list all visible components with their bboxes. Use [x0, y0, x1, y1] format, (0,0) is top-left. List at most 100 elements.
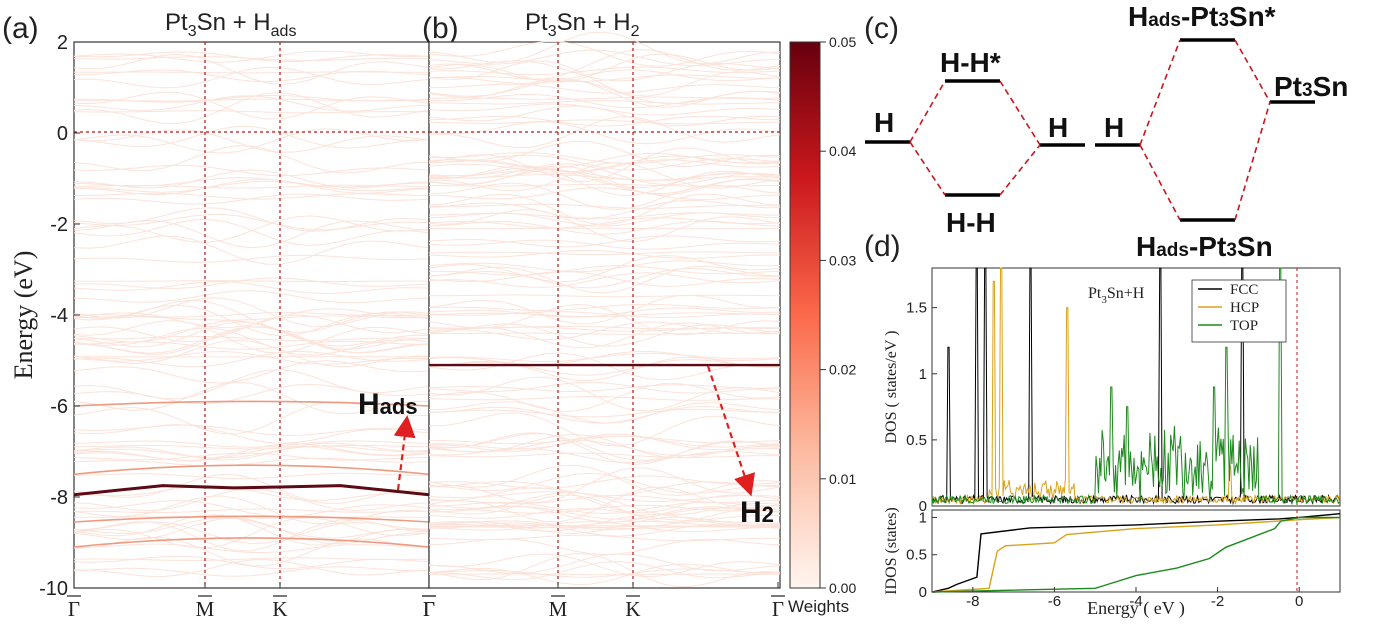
panel-a-band-line	[73, 488, 430, 512]
idos-ylabel: IDOS (states)	[883, 507, 900, 595]
panel-b-band-line	[428, 504, 781, 514]
dos-legend	[1191, 279, 1287, 343]
dos-series	[931, 267, 1341, 506]
panel-a-band-line	[73, 218, 430, 247]
panel-a-band-line	[73, 299, 430, 333]
panel-a-band-line	[73, 401, 430, 435]
panel-a-band-line	[73, 213, 430, 231]
panel-b-letter: (b)	[422, 12, 459, 45]
panel-a-ytick-label: -10	[39, 578, 68, 600]
idos-xtick-label: -2	[1211, 593, 1224, 610]
panel-b-band-line	[428, 560, 781, 581]
panel-a-arrow	[393, 415, 416, 491]
dos-ytick-label: 1	[919, 366, 927, 383]
panel-a-band-line	[73, 71, 429, 74]
panel-b-band-line	[428, 323, 781, 347]
label-h-left: H	[874, 107, 894, 138]
panel-a-band-line	[73, 169, 430, 189]
idos-xtick-label: -6	[1048, 593, 1061, 610]
panel-b-band-line	[428, 472, 781, 494]
panel-b-band-line	[428, 83, 781, 94]
idos-xticks: -8 -6 -4 -2 0	[966, 587, 1303, 610]
panel-b-band-line	[428, 105, 781, 127]
panel-a-band-line	[73, 517, 430, 539]
panel-b-band-line	[428, 66, 781, 76]
panel-a-band-line	[73, 360, 430, 384]
panel-b-band-line	[428, 384, 781, 393]
panel-b-band-line	[428, 520, 781, 529]
panel-b-band-line	[428, 100, 781, 105]
panel-a-band-line	[73, 327, 430, 356]
panel-b-band-line	[428, 187, 781, 200]
panel-c-letter: (c)	[864, 12, 899, 45]
panel-a-band-line	[73, 50, 430, 63]
panel-b-band-line	[428, 165, 781, 196]
panel-b-band-line	[428, 514, 781, 532]
panel-b: (b) Pt3Sn + H2 Γ M K Γ H2	[422, 9, 785, 621]
panel-b-band-line	[428, 433, 781, 452]
panel-a-band-line	[73, 495, 430, 525]
colorbar-gradient	[789, 41, 821, 589]
panel-a-band-line	[73, 457, 430, 467]
idos-xlabel: Energy ( eV )	[1087, 598, 1185, 619]
panel-a-band-line	[73, 485, 430, 501]
idos-ytick-label: 1	[919, 509, 927, 526]
panel-a-band-line	[73, 145, 430, 174]
panel-a-band-line	[73, 559, 430, 578]
panel-b-band-line	[428, 516, 781, 535]
panel-b-band-line	[428, 169, 781, 181]
panel-a-band-line	[74, 69, 430, 83]
panel-a-ylabel: Energy (eV)	[9, 251, 38, 380]
panel-a-yticks: 2 0 -2 -4 -6 -8 -10	[39, 32, 80, 600]
panel-b-band-line	[428, 467, 781, 504]
panel-b-band-line	[428, 239, 781, 250]
panel-b-band-line	[428, 475, 781, 490]
panel-c: (c) H H-H* H-H H H Hads-Pt3Sn* Pt3Sn Had…	[864, 1, 1348, 262]
idos-series-fcc	[931, 513, 1341, 593]
panel-b-band-line	[428, 265, 781, 294]
colorbar: 0.05 0.04 0.03 0.02 0.01 0.00 Weights	[788, 34, 856, 616]
panel-b-band-line	[428, 552, 781, 588]
idos-series	[931, 513, 1341, 593]
label-pt3sn: Pt3Sn	[1274, 71, 1348, 102]
panel-a-band-line	[73, 128, 430, 154]
panel-b-band-line	[428, 159, 781, 175]
idos-series-hcp	[931, 516, 1341, 593]
panel-a-hads-label: Hads	[358, 388, 418, 421]
panel-b-band-line	[428, 199, 781, 219]
panel-b-band-line	[428, 254, 781, 283]
panel-b-band-line	[428, 235, 781, 248]
panel-a: (a) Pt3Sn + Hads 2 0 -2 -4 -6 -8 -10 Γ M K Γ Ener…	[2, 9, 436, 621]
panel-b-band-line	[428, 356, 781, 382]
panel-b-h2-label: H2	[740, 496, 774, 529]
panel-a-band-line	[73, 164, 430, 177]
panel-b-band-line	[428, 69, 781, 84]
dos-inset-label: Pt3Sn+H	[1088, 285, 1145, 306]
panel-a-band-line	[73, 320, 430, 354]
panel-b-band-line	[428, 31, 781, 65]
panel-b-band-line	[428, 307, 781, 318]
panel-d-letter: (d)	[864, 230, 901, 263]
panel-a-band-line	[73, 280, 429, 282]
panel-b-band-line	[428, 525, 781, 529]
panel-b-band-line	[428, 508, 781, 521]
panel-b-band-line	[428, 267, 781, 289]
panel-a-letter: (a)	[2, 12, 39, 45]
panel-b-band-line	[428, 433, 781, 459]
panel-b-bands	[428, 31, 781, 588]
panel-b-band-line	[428, 534, 781, 542]
panel-a-band-line	[73, 51, 430, 62]
panel-a-band-line	[73, 207, 430, 232]
idos-yticks: 00.51	[906, 509, 937, 601]
idos-xtick-label: -4	[1129, 593, 1142, 610]
panel-a-xtick-label: Γ	[68, 597, 80, 621]
panel-a-hads-band	[73, 484, 430, 497]
label-hh-bonding: H-H	[946, 207, 996, 238]
panel-a-band-line	[74, 192, 430, 200]
panel-b-band-line	[428, 121, 781, 145]
panel-a-band-line	[73, 178, 430, 196]
panel-b-band-line	[428, 116, 781, 149]
colorbar-label: Weights	[788, 597, 849, 616]
